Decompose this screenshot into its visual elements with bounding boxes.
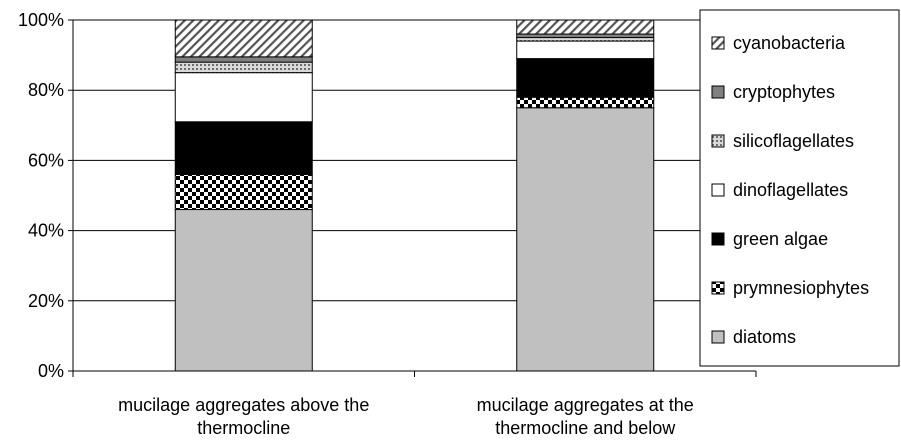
legend-swatch	[711, 36, 725, 50]
legend-label: silicoflagellates	[733, 131, 854, 151]
legend-label: cyanobacteria	[733, 33, 846, 53]
axes: 0% 20% 40% 60% 80% 100% mucilage aggregates ab…	[18, 10, 757, 438]
y-tick-label: 40%	[28, 221, 64, 241]
bar-segment-cyanobacteria	[516, 19, 655, 35]
bar-segment-green-algae	[174, 121, 313, 175]
legend-label: green algae	[733, 229, 828, 249]
legend-label: dinoflagellates	[733, 180, 848, 200]
legend-swatch	[711, 232, 725, 246]
category-label: thermocline	[197, 418, 290, 438]
y-tick-label: 100%	[18, 10, 64, 30]
legend-box	[699, 9, 900, 367]
legend-swatch	[711, 330, 725, 344]
bar-segment-prymnesiophytes	[174, 173, 313, 211]
bar-segment-cryptophytes	[516, 33, 655, 39]
legend-label: prymnesiophytes	[733, 278, 869, 298]
bar-segment-silicoflagellates	[516, 37, 655, 42]
bar-segment-diatoms	[516, 107, 655, 372]
legend-label: cryptophytes	[733, 82, 835, 102]
bar-segment-dinoflagellates	[516, 40, 655, 60]
legend-swatch	[711, 134, 725, 148]
bar-segment-cyanobacteria	[174, 19, 313, 58]
y-tick-label: 0%	[38, 361, 64, 381]
bars	[174, 19, 655, 372]
category-label: mucilage aggregates above the	[118, 395, 369, 415]
y-tick-label: 60%	[28, 150, 64, 170]
legend-label: diatoms	[733, 327, 796, 347]
bar-segment-diatoms	[174, 209, 313, 372]
legend-swatch	[711, 281, 725, 295]
bar-segment-dinoflagellates	[174, 72, 313, 123]
y-tick-label: 80%	[28, 80, 64, 100]
y-tick-label: 20%	[28, 291, 64, 311]
legend-swatch	[711, 183, 725, 197]
bar-segment-green-algae	[516, 58, 655, 98]
bar-segment-cryptophytes	[174, 56, 313, 63]
category-label: mucilage aggregates at the	[477, 395, 694, 415]
bar-segment-silicoflagellates	[174, 61, 313, 74]
category-label: thermocline and below	[495, 418, 676, 438]
bar-segment-prymnesiophytes	[516, 96, 655, 109]
legend-swatch	[711, 85, 725, 99]
legend: cyanobacteria cryptophytes silicoflagellat…	[699, 9, 900, 367]
